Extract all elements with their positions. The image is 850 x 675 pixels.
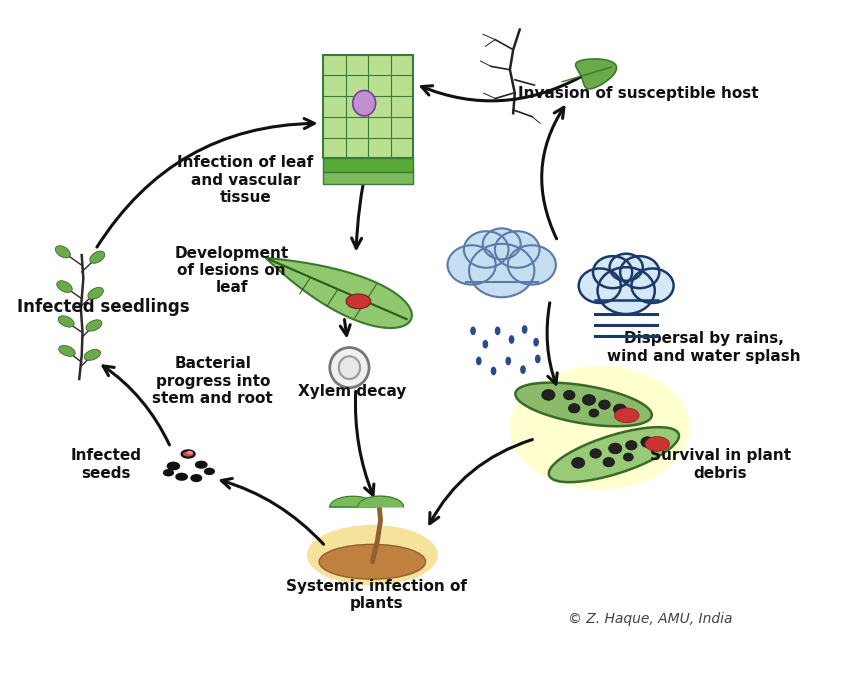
Ellipse shape <box>182 450 195 458</box>
Bar <box>323 55 413 159</box>
Polygon shape <box>358 496 404 507</box>
Ellipse shape <box>319 544 426 579</box>
Text: Infected
seeds: Infected seeds <box>71 448 142 481</box>
Text: Xylem decay: Xylem decay <box>298 383 406 398</box>
Ellipse shape <box>535 354 541 363</box>
Ellipse shape <box>645 437 670 452</box>
Text: Dispersal by rains,
wind and water splash: Dispersal by rains, wind and water splas… <box>607 331 801 364</box>
Ellipse shape <box>167 462 179 469</box>
Bar <box>323 172 413 184</box>
Text: Infected seedlings: Infected seedlings <box>18 298 190 317</box>
Polygon shape <box>515 383 652 427</box>
Ellipse shape <box>490 367 496 375</box>
Circle shape <box>598 267 654 314</box>
Polygon shape <box>575 59 616 89</box>
Circle shape <box>448 245 496 285</box>
Ellipse shape <box>533 338 539 346</box>
Ellipse shape <box>615 408 639 423</box>
Circle shape <box>603 458 615 467</box>
Ellipse shape <box>353 90 376 116</box>
Circle shape <box>572 458 585 468</box>
Ellipse shape <box>176 474 187 480</box>
Ellipse shape <box>520 365 526 374</box>
Circle shape <box>614 404 626 414</box>
Circle shape <box>590 449 601 458</box>
Ellipse shape <box>510 366 690 490</box>
Circle shape <box>483 228 521 259</box>
Ellipse shape <box>495 327 501 335</box>
Polygon shape <box>84 350 100 360</box>
Polygon shape <box>549 427 679 482</box>
Bar <box>323 159 413 173</box>
Circle shape <box>641 437 654 448</box>
Polygon shape <box>57 281 72 292</box>
Circle shape <box>582 395 596 405</box>
Ellipse shape <box>330 348 369 387</box>
Ellipse shape <box>522 325 528 334</box>
Ellipse shape <box>186 451 193 454</box>
Ellipse shape <box>346 294 371 308</box>
Circle shape <box>620 256 660 288</box>
Circle shape <box>495 232 540 268</box>
Circle shape <box>593 256 632 288</box>
Bar <box>594 288 658 302</box>
Polygon shape <box>266 258 412 328</box>
Ellipse shape <box>476 356 482 365</box>
Ellipse shape <box>196 462 207 468</box>
Ellipse shape <box>339 356 360 379</box>
Circle shape <box>609 254 643 281</box>
Ellipse shape <box>307 525 438 585</box>
Polygon shape <box>58 316 74 327</box>
Text: Development
of lesions on
leaf: Development of lesions on leaf <box>174 246 289 296</box>
Ellipse shape <box>508 335 514 344</box>
Circle shape <box>569 404 580 413</box>
Circle shape <box>626 441 637 450</box>
Polygon shape <box>59 346 76 356</box>
Text: Systemic infection of
plants: Systemic infection of plants <box>286 579 467 612</box>
Polygon shape <box>88 288 104 299</box>
Circle shape <box>564 390 575 400</box>
Ellipse shape <box>483 340 488 348</box>
Polygon shape <box>90 251 105 263</box>
Ellipse shape <box>506 356 511 365</box>
Ellipse shape <box>191 475 201 481</box>
Circle shape <box>623 453 633 461</box>
Polygon shape <box>86 320 102 331</box>
Circle shape <box>589 409 598 417</box>
Text: Survival in plant
debris: Survival in plant debris <box>649 448 790 481</box>
Circle shape <box>632 269 673 303</box>
Ellipse shape <box>205 468 214 474</box>
Circle shape <box>598 400 610 409</box>
Bar <box>466 268 538 284</box>
Ellipse shape <box>164 470 173 475</box>
Circle shape <box>507 245 556 285</box>
Circle shape <box>464 232 508 268</box>
Text: Bacterial
progress into
stem and root: Bacterial progress into stem and root <box>152 356 273 406</box>
Circle shape <box>609 443 621 454</box>
Polygon shape <box>55 246 71 258</box>
Circle shape <box>541 389 555 400</box>
Text: © Z. Haque, AMU, India: © Z. Haque, AMU, India <box>569 612 733 626</box>
Circle shape <box>469 244 535 297</box>
Text: Infection of leaf
and vascular
tissue: Infection of leaf and vascular tissue <box>178 155 314 205</box>
Circle shape <box>579 269 620 303</box>
Text: Invasion of susceptible host: Invasion of susceptible host <box>518 86 759 101</box>
Ellipse shape <box>470 327 476 335</box>
